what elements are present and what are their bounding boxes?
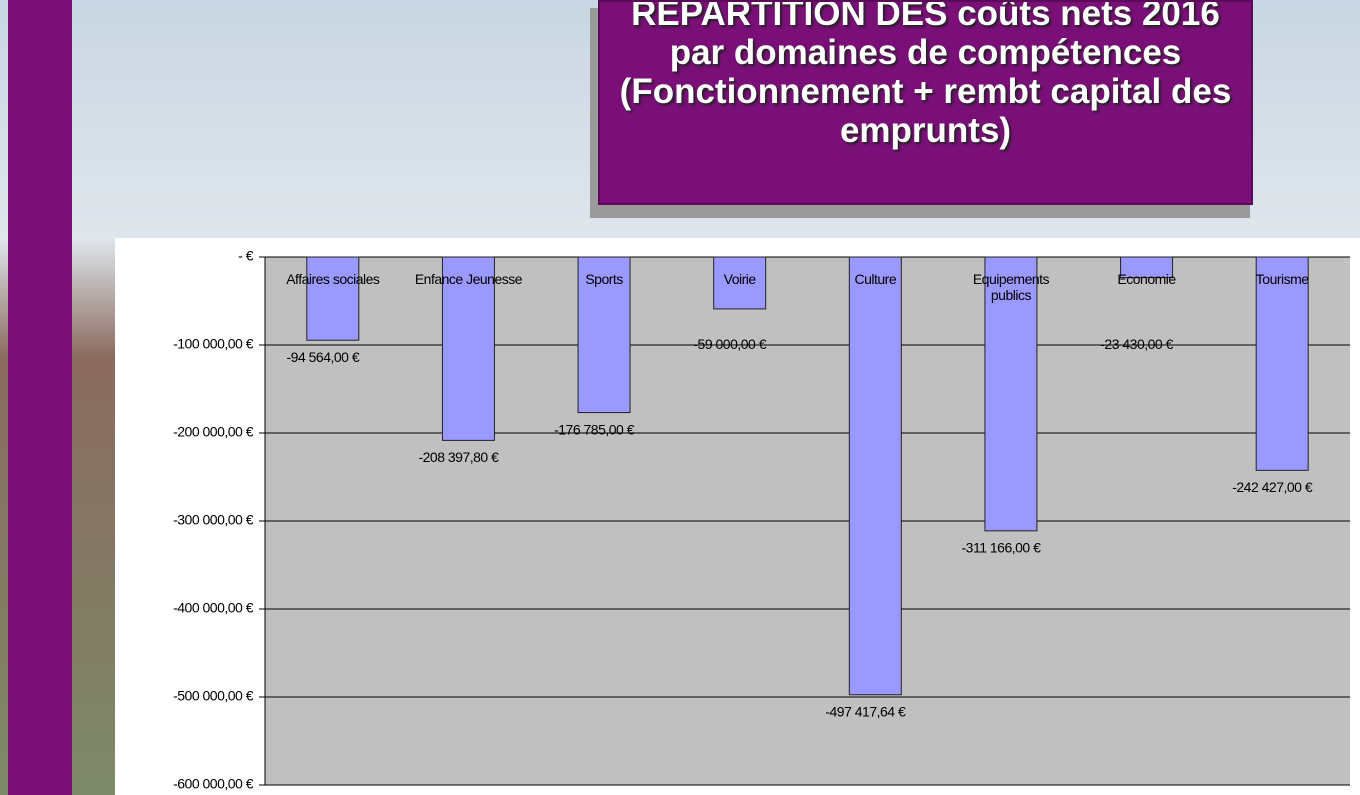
- bar: [984, 256, 1038, 532]
- category-label: Affaires sociales: [286, 271, 380, 287]
- bar: [713, 256, 767, 310]
- category-label: Culture: [854, 271, 897, 287]
- value-label: -59 000,00 €: [693, 336, 766, 352]
- value-label: -242 427,00 €: [1232, 479, 1313, 495]
- value-label: -23 430,00 €: [1100, 336, 1173, 352]
- bar: [848, 256, 902, 696]
- bar: [1120, 256, 1174, 279]
- title-box: REPARTITION DES coûts nets 2016 par doma…: [598, 0, 1253, 205]
- y-tick-label: -300 000,00 €: [173, 512, 254, 528]
- value-label: -176 785,00 €: [554, 421, 635, 437]
- y-tick-label: -600 000,00 €: [173, 776, 254, 792]
- category-label: Economie: [1117, 271, 1176, 287]
- category-label: Equipements publics: [972, 271, 1050, 303]
- side-bar: [8, 0, 72, 795]
- value-label: -94 564,00 €: [287, 349, 360, 365]
- category-label: Tourisme: [1255, 271, 1309, 287]
- bar: [441, 256, 495, 441]
- bar: [577, 256, 631, 414]
- y-tick-label: -200 000,00 €: [173, 424, 254, 440]
- bar: [1255, 256, 1309, 471]
- y-tick-label: -500 000,00 €: [173, 688, 254, 704]
- y-tick-label: -400 000,00 €: [173, 600, 254, 616]
- chart-title: REPARTITION DES coûts nets 2016 par doma…: [619, 0, 1232, 150]
- value-label: -497 417,64 €: [825, 703, 906, 719]
- category-label: Sports: [585, 271, 623, 287]
- bar: [306, 256, 360, 341]
- y-tick-label: - €: [238, 248, 254, 264]
- category-label: Voirie: [723, 271, 757, 287]
- value-label: -208 397,80 €: [418, 449, 499, 465]
- value-label: -311 166,00 €: [962, 540, 1042, 556]
- category-label: Enfance Jeunesse: [414, 271, 523, 287]
- y-tick-label: -100 000,00 €: [173, 336, 254, 352]
